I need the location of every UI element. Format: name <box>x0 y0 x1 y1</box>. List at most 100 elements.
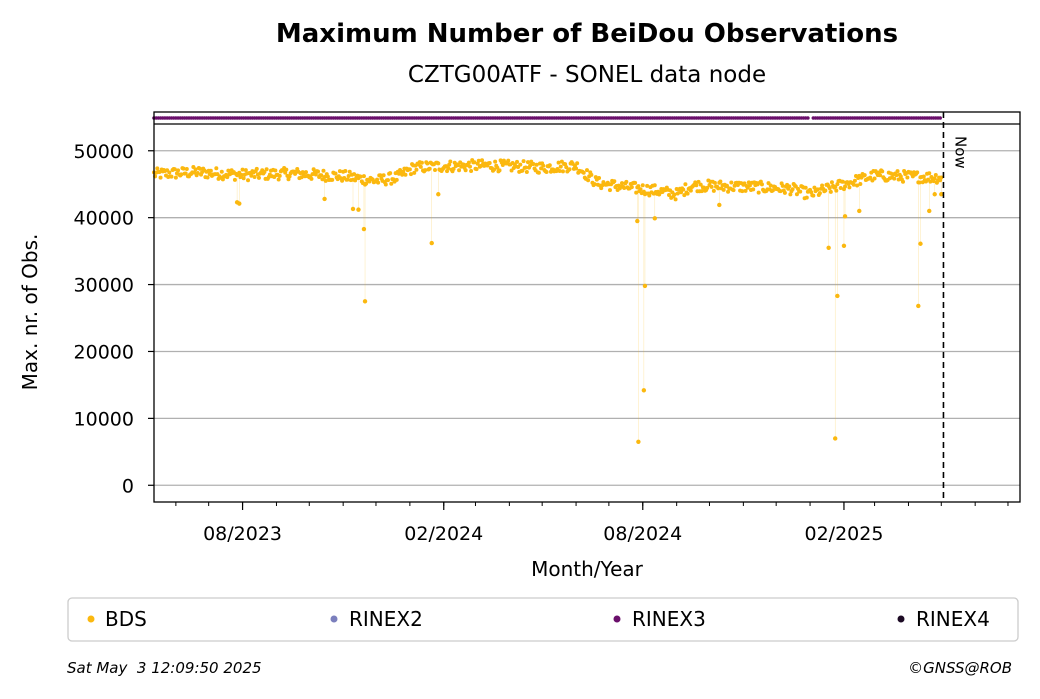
bds-point <box>497 168 502 173</box>
bds-point <box>624 179 629 184</box>
bds-point <box>872 176 877 181</box>
bds-point <box>425 161 430 166</box>
bds-point <box>463 168 468 173</box>
bds-point <box>219 169 224 174</box>
bds-point <box>183 171 188 176</box>
bds-point <box>276 177 281 182</box>
bds-point <box>921 174 926 179</box>
bds-outlier-point <box>350 206 356 212</box>
bds-point <box>195 170 200 175</box>
bds-point <box>683 182 688 187</box>
x-tick-label: 02/2024 <box>404 523 483 545</box>
bds-point <box>560 169 565 174</box>
legend: BDS RINEX2 RINEX3 RINEX4 <box>67 597 1019 642</box>
bds-point <box>407 167 412 172</box>
bds-point <box>747 183 752 188</box>
bds-point <box>868 175 873 180</box>
bds-point <box>558 164 563 169</box>
gridlines <box>154 150 1020 486</box>
bds-point <box>847 185 852 190</box>
bds-point <box>803 185 808 190</box>
bds-point <box>423 168 428 173</box>
rinex3-strip <box>152 116 942 120</box>
bds-point <box>240 167 245 172</box>
bds-point <box>718 179 723 184</box>
bds-point <box>780 183 785 188</box>
bds-point <box>833 184 838 189</box>
bds-point <box>547 163 552 168</box>
bds-outlier-point <box>237 201 242 206</box>
bds-point <box>283 170 288 175</box>
bds-points <box>152 158 944 444</box>
bds-point <box>241 176 246 181</box>
bds-point <box>520 168 525 173</box>
bds-point <box>892 176 897 181</box>
bds-point <box>858 182 863 187</box>
bds-point <box>412 170 417 175</box>
bds-point <box>607 188 612 193</box>
bds-point <box>638 187 643 192</box>
bds-point <box>915 170 920 175</box>
bds-point <box>751 187 756 192</box>
bds-point <box>383 182 388 187</box>
y-tick-label: 20000 <box>74 341 134 363</box>
bds-outlier-point <box>857 208 862 214</box>
bds-point <box>403 172 408 177</box>
bds-point <box>214 166 219 171</box>
bds-point <box>447 162 452 167</box>
bds-point <box>851 182 856 187</box>
bds-point <box>592 182 597 187</box>
bds-point <box>798 189 803 194</box>
bds-point <box>731 188 736 193</box>
legend-rinex3-label: RINEX3 <box>632 607 706 631</box>
bds-point <box>205 175 210 180</box>
rinex3-point <box>938 116 942 120</box>
bds-point <box>364 181 369 186</box>
bds-point <box>838 185 843 190</box>
bds-point <box>759 182 764 187</box>
bds-point <box>394 177 399 182</box>
bds-point <box>468 164 473 169</box>
bds-point <box>557 168 562 173</box>
bds-point <box>597 175 602 180</box>
bds-point <box>829 180 834 185</box>
now-marker: Now <box>942 112 969 502</box>
bds-point <box>811 193 816 198</box>
bds-point <box>536 170 541 175</box>
bds-point <box>476 158 481 163</box>
bds-point <box>712 180 717 185</box>
bds-point <box>531 161 536 166</box>
bds-point <box>388 171 393 176</box>
bds-point <box>815 187 820 192</box>
bds-point <box>262 170 267 175</box>
bds-point <box>564 165 569 170</box>
bds-point <box>252 174 257 179</box>
bds-point <box>862 173 867 178</box>
y-tick-label: 30000 <box>74 275 134 297</box>
y-tick-label: 10000 <box>74 408 134 430</box>
bds-point <box>827 186 832 191</box>
bds-point <box>586 178 591 183</box>
bds-outlier-point <box>362 299 368 304</box>
bds-point <box>264 167 269 172</box>
bds-point <box>556 160 561 165</box>
bds-point <box>277 173 282 178</box>
bds-point <box>667 192 672 197</box>
bds-point <box>939 175 944 180</box>
bds-point <box>401 169 406 174</box>
bds-point <box>461 162 466 167</box>
bds-point <box>770 188 775 193</box>
bds-point <box>322 174 327 179</box>
footer-credit: ©GNSS@ROB <box>908 659 1012 677</box>
bds-point <box>319 173 324 178</box>
bds-point <box>685 191 690 196</box>
bds-point <box>633 180 638 185</box>
bds-point <box>581 170 586 175</box>
bds-point <box>539 166 544 171</box>
legend-rinex4-marker <box>897 615 905 623</box>
bds-point <box>381 173 386 178</box>
bds-point <box>337 169 342 174</box>
bds-point <box>455 163 460 168</box>
bds-outlier-point <box>833 436 838 441</box>
